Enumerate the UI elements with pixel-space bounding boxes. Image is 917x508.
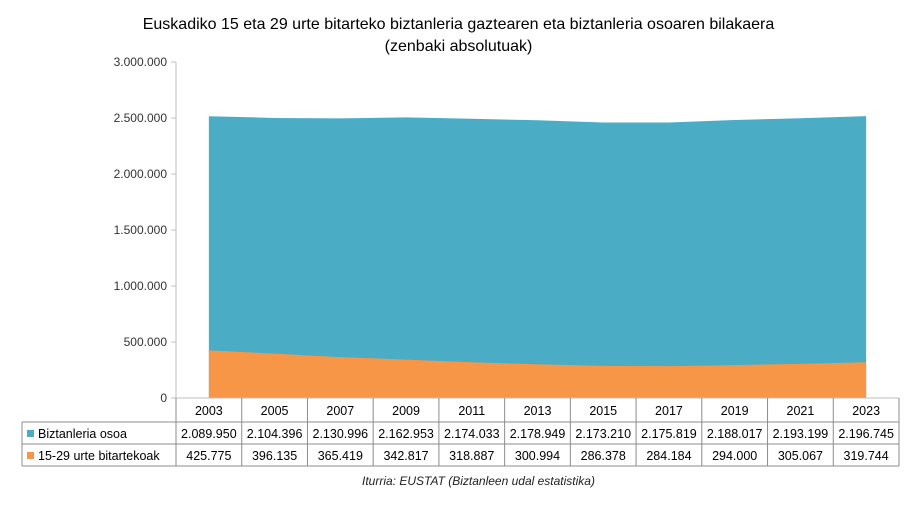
data-label: 2.174.033 (444, 427, 500, 441)
data-label: 2.188.017 (707, 427, 763, 441)
x-tick-label: 2015 (589, 404, 617, 418)
x-tick-label: 2005 (261, 404, 289, 418)
data-label: 342.817 (383, 449, 428, 463)
x-tick-label: 2011 (458, 404, 485, 418)
x-tick-label: 2019 (721, 404, 749, 418)
data-label: 284.184 (646, 449, 691, 463)
data-label: 2.162.953 (378, 427, 434, 441)
title-line-2: (zenbaki absolutuak) (384, 38, 533, 55)
data-label: 365.419 (318, 449, 363, 463)
data-label: 2.196.745 (838, 427, 894, 441)
data-label: 396.135 (252, 449, 297, 463)
data-label: 2.130.996 (313, 427, 369, 441)
x-tick-label: 2007 (326, 404, 354, 418)
data-label: 2.173.210 (575, 427, 631, 441)
title-line-1: Euskadiko 15 eta 29 urte bitarteko bizta… (142, 16, 775, 33)
data-label: 2.089.950 (181, 427, 237, 441)
legend-swatch (27, 430, 34, 437)
area-15-29 (208, 350, 867, 398)
data-label: 2.178.949 (510, 427, 566, 441)
y-tick-label: 2.000.000 (114, 167, 168, 181)
data-label: 305.067 (778, 449, 823, 463)
x-tick-label: 2023 (852, 404, 880, 418)
data-label: 286.378 (581, 449, 626, 463)
x-tick-label: 2009 (392, 404, 420, 418)
y-tick-label: 1.500.000 (114, 223, 168, 237)
data-label: 2.104.396 (247, 427, 303, 441)
area-biztanleria-osoa (208, 116, 867, 398)
y-tick-label: 0 (160, 391, 167, 405)
data-label: 2.193.199 (773, 427, 829, 441)
x-tick-label: 2017 (655, 404, 683, 418)
x-tick-label: 2021 (787, 404, 815, 418)
y-tick-label: 3.000.000 (114, 55, 168, 69)
x-tick-label: 2013 (524, 404, 552, 418)
data-label: 425.775 (186, 449, 231, 463)
y-tick-label: 2.500.000 (114, 111, 168, 125)
y-tick-label: 1.000.000 (114, 279, 168, 293)
data-label: 319.744 (844, 449, 889, 463)
data-label: 300.994 (515, 449, 560, 463)
legend-swatch (27, 452, 34, 459)
data-label: 318.887 (449, 449, 494, 463)
y-tick-label: 500.000 (124, 335, 168, 349)
source-note: Iturria: EUSTAT (Biztanleen udal estatis… (362, 474, 595, 488)
legend-label: 15-29 urte bitartekoak (38, 449, 160, 463)
chart-title: Euskadiko 15 eta 29 urte bitarteko bizta… (0, 14, 917, 58)
x-tick-label: 2003 (195, 404, 223, 418)
data-label: 2.175.819 (641, 427, 697, 441)
legend-label: Biztanleria osoa (38, 427, 127, 441)
data-label: 294.000 (712, 449, 757, 463)
